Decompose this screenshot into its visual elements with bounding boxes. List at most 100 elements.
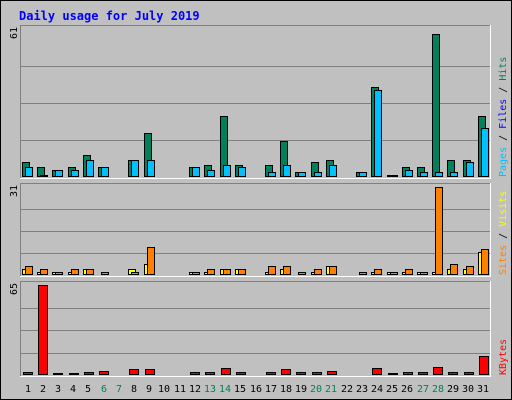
day-label: 5 bbox=[85, 384, 91, 395]
day-label: 31 bbox=[477, 384, 489, 395]
legend-kbytes: KBytes bbox=[498, 339, 509, 375]
bar-sites-day-5 bbox=[86, 269, 94, 275]
day-label: 13 bbox=[204, 384, 216, 395]
bar-files-day-18 bbox=[283, 165, 291, 177]
bar-sites-day-6 bbox=[101, 272, 109, 275]
bar-sites-day-28 bbox=[435, 187, 443, 275]
bar-kbytes-day-20 bbox=[312, 372, 322, 375]
bar-kbytes-day-4 bbox=[69, 373, 79, 375]
bar-sites-day-31 bbox=[481, 249, 489, 275]
bar-sites-day-17 bbox=[268, 266, 276, 275]
day-label: 16 bbox=[250, 384, 262, 395]
bar-sites-day-14 bbox=[223, 269, 231, 275]
bar-files-day-4 bbox=[71, 170, 79, 177]
day-label: 30 bbox=[462, 384, 474, 395]
day-label: 24 bbox=[371, 384, 383, 395]
bar-sites-day-12 bbox=[192, 272, 200, 275]
chart-panels: 61 Pages / Files / Hits 31 Sites / Visits 65… bbox=[9, 25, 509, 377]
bar-kbytes-day-30 bbox=[464, 372, 474, 375]
bar-files-day-24 bbox=[374, 90, 382, 177]
bar-kbytes-day-19 bbox=[296, 372, 306, 375]
bar-files-day-23 bbox=[359, 172, 367, 177]
bar-kbytes-day-6 bbox=[99, 371, 109, 375]
legend-pages-files-hits: Pages / Files / Hits bbox=[498, 57, 509, 177]
bar-sites-day-29 bbox=[450, 264, 458, 275]
day-label: 3 bbox=[55, 384, 61, 395]
day-label: 10 bbox=[158, 384, 170, 395]
bar-hits-day-28 bbox=[432, 34, 440, 177]
bar-kbytes-day-28 bbox=[433, 367, 443, 375]
bar-files-day-31 bbox=[481, 128, 489, 177]
bar-kbytes-day-31 bbox=[479, 356, 489, 375]
bar-files-day-17 bbox=[268, 172, 276, 177]
bar-kbytes-day-24 bbox=[372, 368, 382, 375]
legend-entry: / bbox=[498, 129, 509, 147]
bar-kbytes-day-14 bbox=[221, 368, 231, 375]
day-label: 28 bbox=[432, 384, 444, 395]
day-labels: 1 2 3 4 5 6 7 8 9 10 11 12 13 14 15 16 17 18 19 20 21 22 23 24 2… bbox=[25, 384, 489, 395]
day-label: 21 bbox=[325, 384, 337, 395]
bar-files-day-3 bbox=[55, 170, 63, 177]
bar-kbytes-day-2 bbox=[38, 285, 48, 375]
bar-kbytes-day-26 bbox=[403, 372, 413, 375]
bar-kbytes-day-25 bbox=[388, 373, 398, 375]
panel-pages-files-hits: 61 Pages / Files / Hits bbox=[9, 25, 509, 179]
bar-sites-day-24 bbox=[374, 269, 382, 275]
day-label: 12 bbox=[189, 384, 201, 395]
bar-files-day-20 bbox=[314, 172, 322, 177]
max-value-label: 31 bbox=[9, 185, 20, 197]
bar-files-day-12 bbox=[192, 167, 200, 177]
plot-area bbox=[20, 25, 491, 179]
day-label: 19 bbox=[295, 384, 307, 395]
day-label: 2 bbox=[40, 384, 46, 395]
bar-files-day-19 bbox=[298, 172, 306, 177]
bar-kbytes-day-18 bbox=[281, 369, 291, 375]
bar-files-day-6 bbox=[101, 167, 109, 177]
legend-entry: Files bbox=[498, 99, 509, 129]
bar-sites-day-20 bbox=[314, 269, 322, 275]
bar-kbytes-day-29 bbox=[448, 372, 458, 375]
bar-kbytes-day-1 bbox=[23, 372, 33, 375]
bar-sites-day-30 bbox=[466, 266, 474, 275]
bar-files-day-14 bbox=[223, 165, 231, 177]
day-label: 11 bbox=[174, 384, 186, 395]
max-value-label: 61 bbox=[9, 27, 20, 39]
day-label: 7 bbox=[116, 384, 122, 395]
day-label: 9 bbox=[146, 384, 152, 395]
plot-area bbox=[20, 183, 491, 277]
bar-kbytes-day-15 bbox=[236, 372, 246, 375]
bar-files-day-5 bbox=[86, 160, 94, 177]
day-label: 25 bbox=[386, 384, 398, 395]
bar-kbytes-day-17 bbox=[266, 372, 276, 375]
day-label: 18 bbox=[280, 384, 292, 395]
day-label: 20 bbox=[310, 384, 322, 395]
legend-entry: KBytes bbox=[498, 339, 509, 375]
bar-sites-day-21 bbox=[329, 266, 337, 275]
bar-files-day-15 bbox=[238, 167, 246, 177]
bar-sites-day-23 bbox=[359, 272, 367, 275]
chart-title: Daily usage for July 2019 bbox=[19, 9, 200, 23]
bar-files-day-13 bbox=[207, 170, 215, 177]
bar-sites-day-3 bbox=[55, 272, 63, 275]
bar-files-day-29 bbox=[450, 172, 458, 177]
bar-files-day-30 bbox=[466, 162, 474, 177]
bar-sites-day-19 bbox=[298, 272, 306, 275]
bar-sites-day-26 bbox=[405, 269, 413, 275]
day-label: 27 bbox=[417, 384, 429, 395]
bar-sites-day-25 bbox=[390, 272, 398, 275]
panel-sites-visits: 31 Sites / Visits bbox=[9, 183, 509, 277]
bar-sites-day-27 bbox=[420, 272, 428, 275]
day-label: 17 bbox=[265, 384, 277, 395]
bar-kbytes-day-27 bbox=[418, 372, 428, 375]
bar-kbytes-day-9 bbox=[145, 369, 155, 375]
day-label: 8 bbox=[131, 384, 137, 395]
max-value-label: 65 bbox=[9, 283, 20, 295]
bar-kbytes-day-12 bbox=[190, 372, 200, 375]
bar-kbytes-day-5 bbox=[84, 372, 94, 375]
plot-area bbox=[20, 281, 491, 377]
bar-sites-day-13 bbox=[207, 269, 215, 275]
legend-entry: Hits bbox=[498, 57, 509, 81]
day-label: 26 bbox=[401, 384, 413, 395]
bar-sites-day-18 bbox=[283, 266, 291, 275]
